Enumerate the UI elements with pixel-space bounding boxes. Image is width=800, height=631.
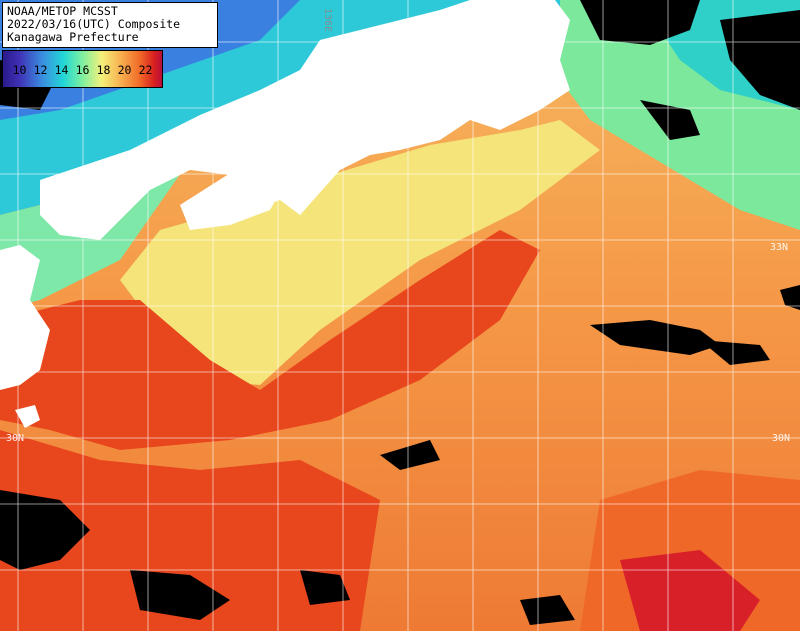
land-honshu — [40, 0, 570, 240]
region-label: Kanagawa Prefecture — [7, 30, 139, 44]
scale-tick: 22 — [138, 63, 153, 77]
scale-tick: 12 — [33, 63, 48, 77]
lat-label-30n-right: 30N — [772, 433, 791, 444]
temperature-scale: 10 12 14 16 18 20 22 — [2, 50, 163, 88]
cloud-east-edge — [780, 285, 800, 310]
scale-tick: 20 — [117, 63, 132, 77]
land-island-south — [15, 405, 40, 428]
date-label: 2022/03/16(UTC) Composite — [7, 17, 181, 31]
cloud-ne-mid — [640, 100, 700, 140]
cloud-east-band — [590, 320, 720, 355]
scale-tick: 18 — [96, 63, 111, 77]
cloud-ne-right — [720, 10, 800, 110]
coastal-yellow-band — [120, 120, 600, 385]
cloud-sw — [0, 490, 90, 570]
lat-label-30n-left: 30N — [6, 433, 25, 444]
land-kyushu — [0, 245, 50, 390]
scale-tick: 14 — [54, 63, 69, 77]
cloud-east-band-2 — [700, 340, 770, 365]
cloud-center-south — [380, 440, 440, 470]
lon-label-136e: 136E — [322, 8, 333, 33]
warm-water-southwest — [0, 430, 380, 631]
map-info-box: NOAA/METOP MCSST 2022/03/16(UTC) Composi… — [2, 2, 218, 48]
scale-tick: 16 — [75, 63, 90, 77]
cloud-south-1 — [130, 570, 230, 620]
cloud-south-2 — [300, 570, 350, 605]
lat-label-33n: 33N — [770, 242, 789, 253]
cloud-south-3 — [520, 595, 575, 625]
kuroshio-current — [0, 230, 540, 450]
satellite-title: NOAA/METOP MCSST — [7, 4, 118, 18]
cloud-ne-top — [580, 0, 700, 45]
land-kii — [335, 100, 365, 135]
scale-labels: 10 12 14 16 18 20 22 — [3, 63, 162, 77]
scale-tick: 10 — [12, 63, 27, 77]
